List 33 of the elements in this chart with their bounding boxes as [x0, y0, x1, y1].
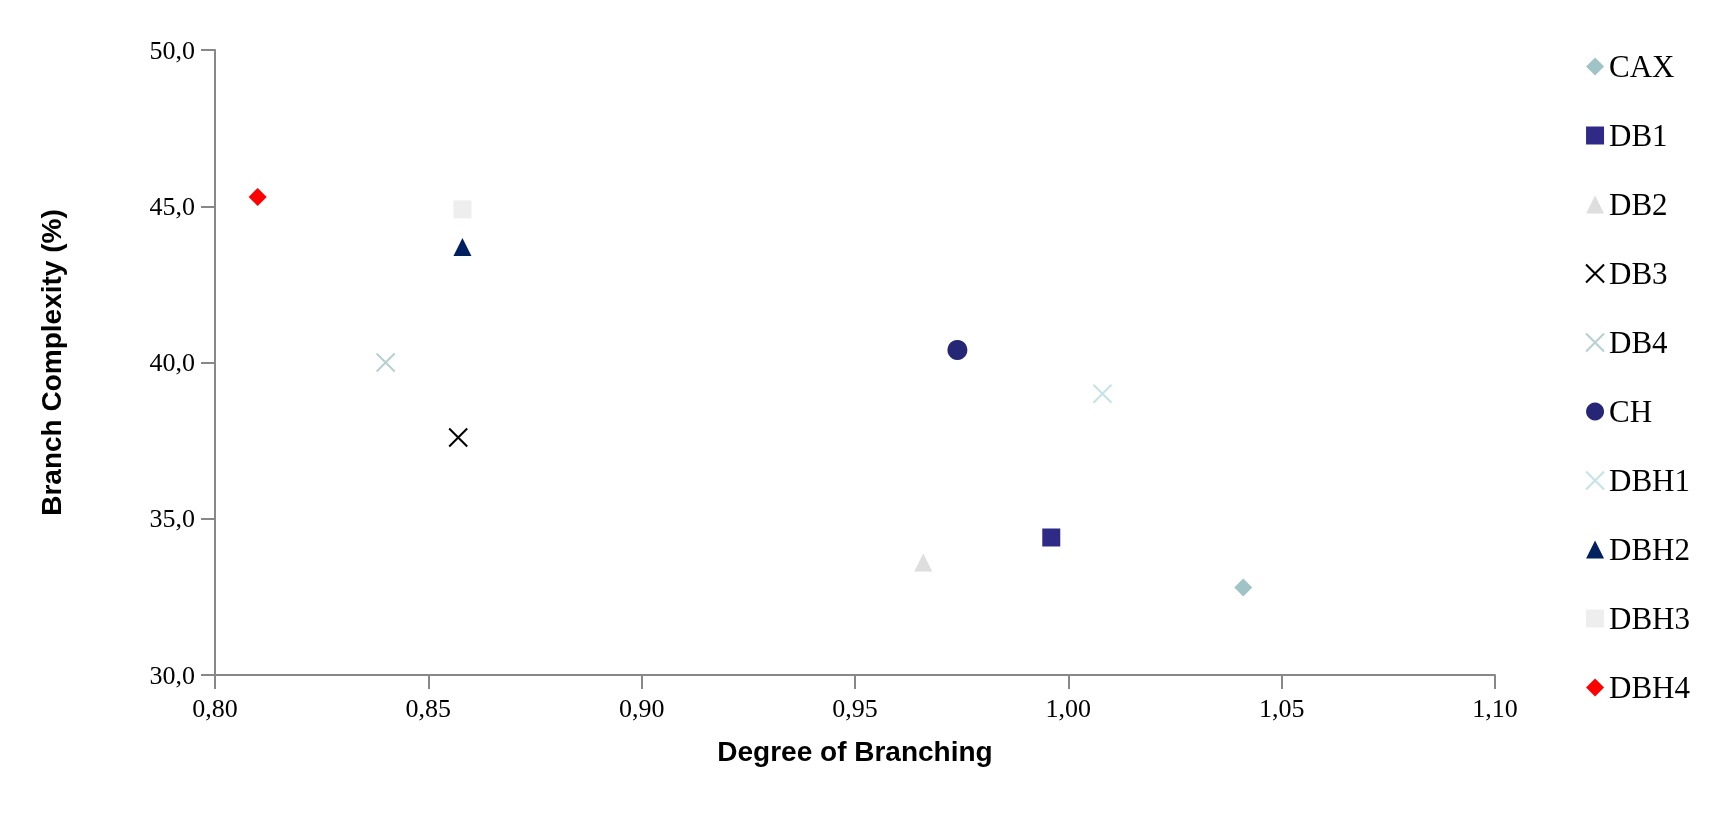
legend-label: DB4	[1609, 325, 1669, 360]
x-tick-label: 0,85	[405, 693, 452, 723]
y-tick-label: 50,0	[149, 35, 195, 65]
point	[248, 187, 267, 206]
point	[1234, 578, 1253, 597]
legend-label: DB3	[1609, 256, 1668, 291]
y-tick-label: 40,0	[149, 348, 195, 377]
x-tick-label: 1,10	[1472, 693, 1518, 723]
point	[375, 352, 396, 373]
x-tick-label: 1,05	[1258, 693, 1305, 723]
point	[947, 340, 968, 360]
legend-label: DBH2	[1609, 532, 1690, 567]
y-tick-label: 30,0	[149, 660, 195, 690]
legend-label: DB1	[1609, 118, 1668, 153]
legend-label: DB2	[1609, 187, 1668, 222]
point	[453, 237, 472, 256]
point	[1092, 383, 1113, 404]
y-axis-title: Branch Complexity (%)	[35, 209, 67, 516]
point	[1042, 528, 1061, 547]
legend-label: DBH1	[1609, 463, 1690, 498]
legend-label: CH	[1609, 394, 1653, 429]
y-tick-label: 35,0	[149, 504, 195, 534]
point	[914, 553, 933, 572]
x-tick-label: 0,95	[832, 693, 878, 723]
x-axis-title: Degree of Branching	[717, 735, 993, 767]
legend-label: DBH3	[1609, 601, 1690, 636]
x-tick-label: 0,90	[618, 693, 665, 723]
legend-label: CAX	[1609, 49, 1675, 84]
legend-label: DBH4	[1609, 670, 1691, 705]
x-tick-label: 1,00	[1045, 693, 1092, 723]
point	[448, 427, 469, 448]
x-tick-label: 0,80	[192, 693, 238, 723]
y-tick-label: 45,0	[149, 191, 195, 221]
